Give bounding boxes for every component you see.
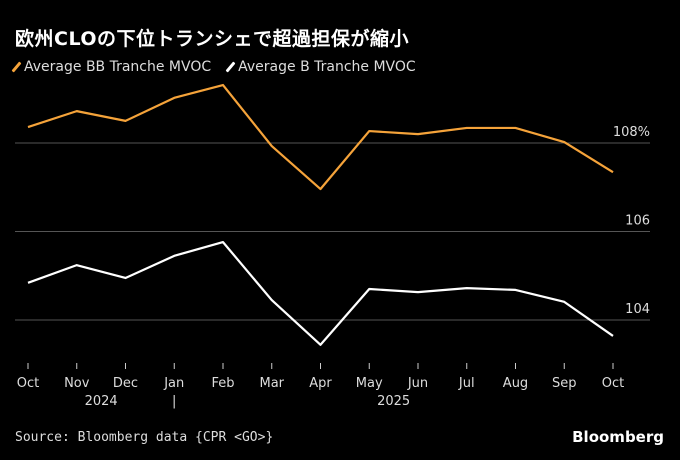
x-tick-label: Jun: [407, 376, 428, 391]
legend-label-bb: Average BB Tranche MVOC: [24, 59, 212, 75]
x-tick-label: Mar: [259, 376, 284, 391]
legend-label-b: Average B Tranche MVOC: [238, 59, 416, 75]
x-tick-label: Sep: [552, 376, 577, 391]
legend-item-b: Average B Tranche MVOC: [225, 59, 416, 75]
y-tick-label: 108%: [613, 125, 650, 140]
year-label-2025: 2025: [377, 394, 410, 409]
bloomberg-logo: Bloomberg: [572, 428, 664, 446]
x-tick-label: May: [356, 376, 383, 391]
y-tick-label: 106: [625, 214, 650, 229]
x-tick-label: Dec: [113, 376, 138, 391]
legend: Average BB Tranche MVOC Average B Tranch…: [11, 59, 416, 75]
x-tick-label: Oct: [602, 376, 624, 391]
x-tick-label: Jul: [458, 376, 475, 391]
x-tick-label: Feb: [211, 376, 234, 391]
year-label-2024: 2024: [85, 394, 118, 409]
x-tick-label: Aug: [503, 376, 528, 391]
x-tick-label: Nov: [64, 376, 90, 391]
chart-title: 欧州CLOの下位トランシェで超過担保が縮小: [15, 28, 410, 50]
series-line-b: [27, 241, 614, 346]
year-divider: |: [172, 394, 176, 409]
series-line-bb: [27, 83, 614, 191]
x-tick-label: Apr: [309, 376, 332, 391]
source-note: Source: Bloomberg data {CPR <GO>}: [15, 430, 274, 445]
x-tick-label: Oct: [17, 376, 39, 391]
legend-item-bb: Average BB Tranche MVOC: [11, 59, 212, 75]
y-tick-label: 104: [625, 302, 650, 317]
x-tick-label: Jan: [163, 376, 184, 391]
